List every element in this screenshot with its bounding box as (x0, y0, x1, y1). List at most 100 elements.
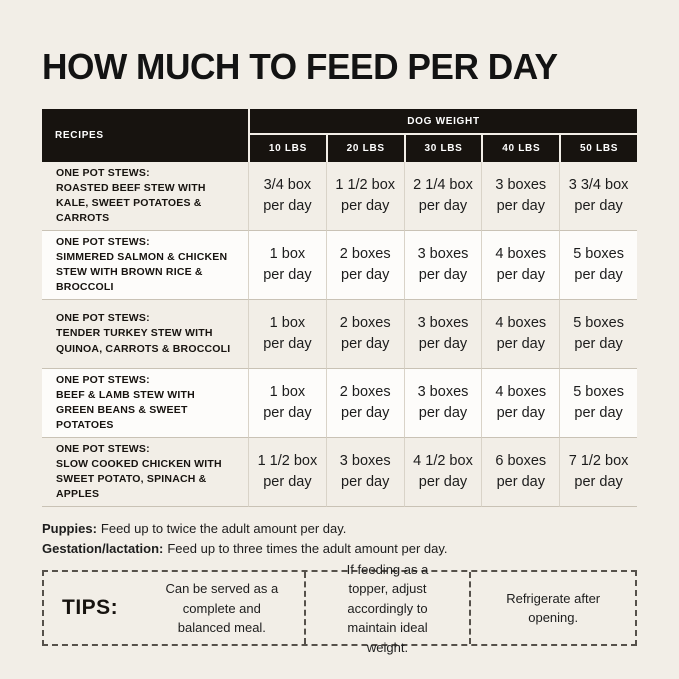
value-cell: 1 1/2 box per day (325, 162, 404, 231)
feeding-table: RECIPES DOG WEIGHT 10 LBS 20 LBS 30 LBS … (42, 109, 637, 507)
recipe-cell: ONE POT STEWS: SIMMERED SALMON & CHICKEN… (42, 231, 248, 300)
value-cell: 3/4 box per day (248, 162, 326, 231)
recipe-cell: ONE POT STEWS: BEEF & LAMB STEW WITH GRE… (42, 369, 248, 438)
value-per-day: per day (418, 336, 468, 352)
value-cell: 3 boxes per day (403, 231, 482, 300)
value-per-day: per day (496, 336, 545, 352)
recipe-cell: ONE POT STEWS: SLOW COOKED CHICKEN WITH … (42, 438, 248, 507)
value-amount: 1 1/2 box (257, 452, 318, 469)
value-amount: 2 1/4 box (413, 176, 473, 193)
value-amount: 3 boxes (417, 314, 469, 331)
value-per-day: per day (574, 198, 623, 214)
value-amount: 3 boxes (495, 176, 547, 193)
note-label: Gestation/lactation: (42, 541, 164, 557)
value-cell: 4 1/2 box per day (403, 438, 482, 507)
value-cell: 1 box per day (248, 300, 326, 369)
recipe-name: BEEF & LAMB STEW WITH GREEN BEANS & SWEE… (56, 388, 195, 432)
recipe-category: ONE POT STEWS: (56, 442, 150, 455)
note-puppies: Puppies: Feed up to twice the adult amoun… (42, 519, 637, 539)
value-per-day: per day (263, 336, 312, 352)
value-cell: 6 boxes per day (481, 438, 560, 507)
value-per-day: per day (341, 474, 390, 490)
recipe-category: ONE POT STEWS: (56, 166, 150, 179)
recipe-name: SIMMERED SALMON & CHICKEN STEW WITH BROW… (56, 250, 228, 294)
tip-topper: If feeding as a topper, adjust according… (303, 562, 470, 655)
value-per-day: per day (418, 405, 468, 421)
value-per-day: per day (263, 267, 312, 283)
weight-column-header-40lbs: 40 LBS (481, 135, 560, 162)
value-amount: 5 boxes (573, 314, 624, 331)
tips-label: TIPS: (62, 596, 119, 620)
value-per-day: per day (496, 267, 545, 283)
value-per-day: per day (341, 267, 390, 283)
note-gestation: Gestation/lactation: Feed up to three tim… (42, 539, 637, 559)
weight-column-header-20lbs: 20 LBS (325, 135, 404, 162)
value-amount: 6 boxes (495, 452, 547, 469)
note-label: Puppies: (42, 521, 97, 536)
value-cell: 4 boxes per day (481, 369, 560, 438)
value-amount: 3 boxes (339, 452, 391, 469)
recipe-name: ROASTED BEEF STEW WITH KALE, SWEET POTAT… (56, 181, 206, 225)
recipe-name: TENDER TURKEY STEW WITH QUINOA, CARROTS … (56, 327, 231, 355)
note-text: Feed up to three times the adult amount … (167, 541, 448, 557)
page-title: HOW MUCH TO FEED PER DAY (42, 46, 558, 87)
value-amount: 3 boxes (417, 383, 469, 400)
value-amount: 1 box (269, 245, 306, 262)
value-per-day: per day (496, 405, 545, 421)
value-amount: 2 boxes (339, 383, 391, 400)
recipe-category: ONE POT STEWS: (56, 373, 150, 386)
value-per-day: per day (574, 474, 623, 490)
value-per-day: per day (574, 267, 623, 283)
value-per-day: per day (496, 474, 545, 490)
value-amount: 4 boxes (495, 245, 547, 262)
value-per-day: per day (341, 336, 390, 352)
value-per-day: per day (341, 198, 390, 214)
value-cell: 3 boxes per day (481, 162, 560, 231)
value-amount: 3/4 box (263, 176, 312, 193)
tips-box: TIPS: Can be served as a complete and ba… (42, 562, 637, 655)
recipes-column-header: RECIPES (42, 109, 248, 162)
value-per-day: per day (496, 198, 545, 214)
note-text: Feed up to twice the adult amount per da… (100, 521, 347, 536)
value-per-day: per day (418, 267, 468, 283)
value-per-day: per day (574, 405, 623, 421)
value-amount: 4 boxes (495, 314, 547, 331)
value-cell: 2 boxes per day (325, 369, 404, 438)
value-cell: 2 boxes per day (325, 231, 404, 300)
value-cell: 3 boxes per day (325, 438, 404, 507)
weight-column-header-50lbs: 50 LBS (559, 135, 637, 162)
value-amount: 1 box (269, 314, 306, 331)
value-per-day: per day (263, 198, 312, 214)
value-amount: 5 boxes (573, 383, 624, 400)
value-amount: 1 1/2 box (335, 176, 396, 193)
value-cell: 2 1/4 box per day (403, 162, 482, 231)
value-cell: 5 boxes per day (559, 369, 637, 438)
value-cell: 2 boxes per day (325, 300, 404, 369)
feeding-notes: Puppies: Feed up to twice the adult amoun… (42, 519, 637, 559)
value-cell: 4 boxes per day (481, 300, 560, 369)
value-per-day: per day (263, 474, 312, 490)
value-amount: 7 1/2 box (568, 452, 629, 469)
value-cell: 3 3/4 box per day (559, 162, 637, 231)
value-per-day: per day (263, 405, 312, 421)
value-cell: 3 boxes per day (403, 369, 482, 438)
recipe-cell: ONE POT STEWS: TENDER TURKEY STEW WITH Q… (42, 300, 248, 369)
value-amount: 2 boxes (339, 314, 391, 331)
tip-refrigerate: Refrigerate after opening. (469, 572, 635, 645)
value-amount: 2 boxes (339, 245, 391, 262)
recipe-name: SLOW COOKED CHICKEN WITH SWEET POTATO, S… (56, 457, 222, 501)
value-amount: 5 boxes (573, 245, 624, 262)
value-cell: 4 boxes per day (481, 231, 560, 300)
value-cell: 5 boxes per day (559, 231, 637, 300)
value-amount: 4 1/2 box (413, 452, 473, 469)
value-cell: 3 boxes per day (403, 300, 482, 369)
value-amount: 1 box (269, 383, 306, 400)
tip-complete-meal: Can be served as a complete and balanced… (165, 581, 279, 636)
value-cell: 5 boxes per day (559, 300, 637, 369)
value-cell: 1 box per day (248, 369, 326, 438)
value-per-day: per day (574, 336, 623, 352)
value-per-day: per day (341, 405, 390, 421)
value-cell: 1 1/2 box per day (248, 438, 326, 507)
recipe-category: ONE POT STEWS: (56, 312, 150, 325)
